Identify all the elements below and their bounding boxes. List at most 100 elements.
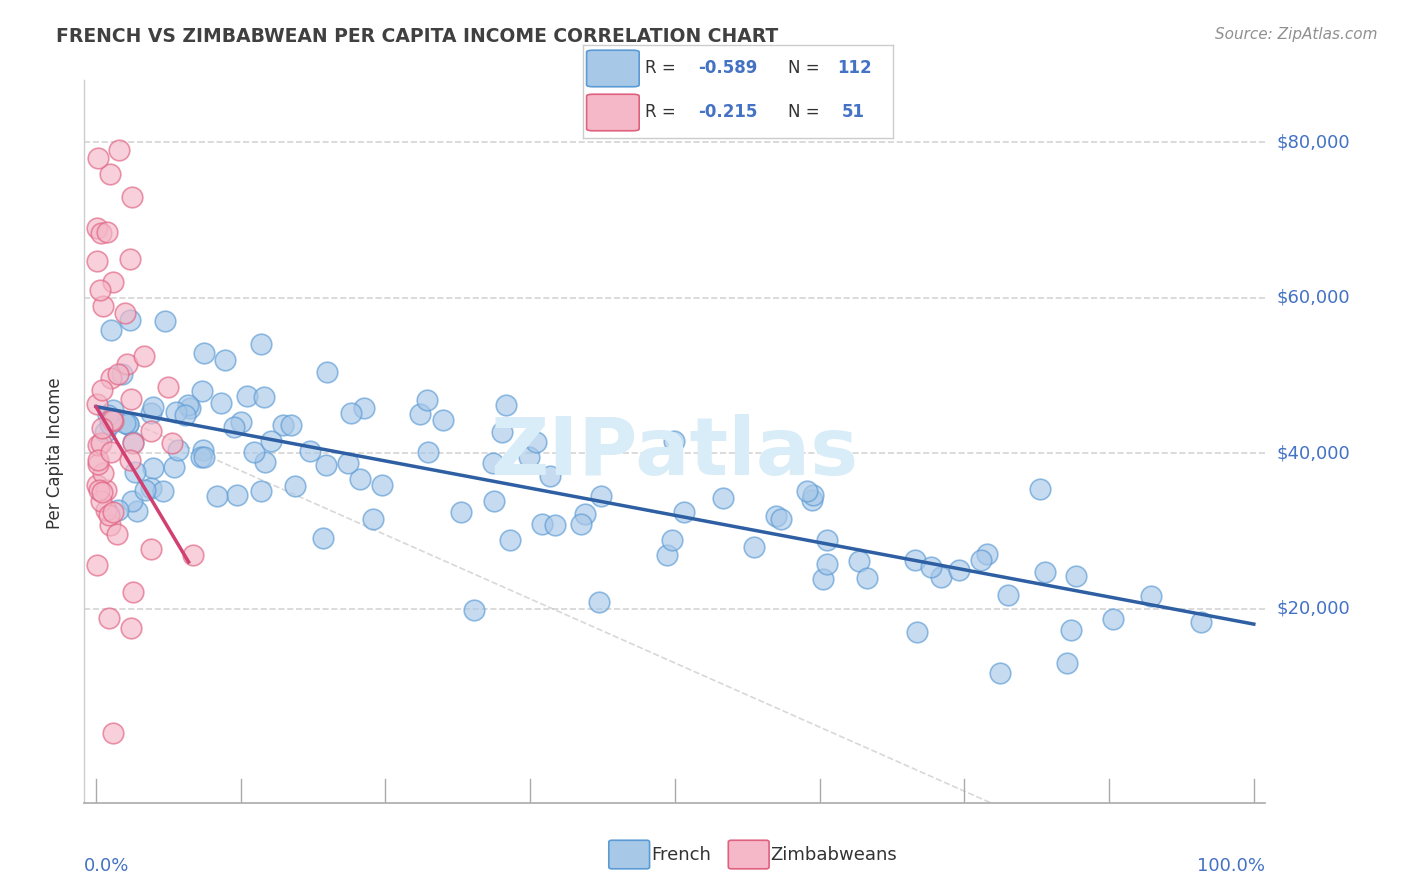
Point [482,493,505,508]
Point [349,472,371,486]
Text: $60,000: $60,000 [1277,289,1351,307]
Point [769,511,792,525]
Text: Per Capita Income: Per Capita Income [46,377,65,529]
Point [152,484,174,499]
Point [191,443,214,458]
Text: Source: ZipAtlas.com: Source: ZipAtlas.com [1215,27,1378,42]
Point [271,417,294,432]
Point [231,415,253,429]
Point [1028,482,1050,496]
Point [226,488,249,502]
Point [86,397,108,411]
Point [177,398,200,412]
Point [948,563,970,577]
Point [181,548,204,562]
Text: R =: R = [645,103,682,120]
Point [815,533,838,547]
Text: Zimbabweans: Zimbabweans [770,846,897,863]
Point [1033,565,1056,579]
Point [990,666,1012,681]
Point [337,456,360,470]
Point [538,468,561,483]
Point [711,491,734,506]
Text: N =: N = [787,60,824,78]
Point [976,547,998,561]
Point [108,143,131,157]
Point [193,450,215,465]
Point [920,560,942,574]
Point [409,407,432,421]
Point [114,417,136,431]
Text: 0.0%: 0.0% [84,857,129,875]
Point [101,414,124,428]
Text: French: French [651,846,711,863]
Point [107,368,129,382]
Point [87,438,110,452]
Point [1056,656,1078,670]
Point [371,477,394,491]
Point [662,434,685,448]
Point [316,365,339,379]
Text: 100.0%: 100.0% [1198,857,1265,875]
Point [101,505,124,519]
Point [655,548,678,562]
Point [91,299,114,313]
Text: 112: 112 [837,60,872,78]
Point [801,488,824,502]
Point [114,306,136,320]
Point [86,253,108,268]
Point [98,518,121,533]
Point [526,435,548,450]
Point [222,420,245,434]
Point [250,483,273,498]
Point [969,553,991,567]
Point [120,621,142,635]
Point [243,444,266,458]
Point [127,504,149,518]
Text: $40,000: $40,000 [1277,444,1351,462]
Point [299,443,322,458]
Text: FRENCH VS ZIMBABWEAN PER CAPITA INCOME CORRELATION CHART: FRENCH VS ZIMBABWEAN PER CAPITA INCOME C… [56,27,779,45]
Point [103,275,125,289]
Point [98,417,121,431]
Point [190,450,212,464]
Text: $20,000: $20,000 [1277,599,1351,617]
Point [284,479,307,493]
Text: $80,000: $80,000 [1277,134,1351,152]
Point [160,436,183,450]
Point [117,417,139,432]
Point [250,337,273,351]
Point [1064,568,1087,582]
Point [100,371,122,385]
Point [96,503,118,517]
Point [179,401,201,416]
Point [661,533,683,548]
Point [142,461,165,475]
Point [193,346,215,360]
Point [765,509,787,524]
Point [205,489,228,503]
Point [463,603,485,617]
Point [101,403,124,417]
Point [120,252,142,266]
Point [120,312,142,326]
Point [796,484,818,499]
Point [121,434,143,449]
Point [544,518,567,533]
Point [450,505,472,519]
Point [86,558,108,572]
Text: R =: R = [645,60,682,78]
Point [105,527,128,541]
Point [856,571,879,585]
Point [90,383,112,397]
Point [121,436,143,450]
Point [118,453,141,467]
Point [530,517,553,532]
FancyBboxPatch shape [586,50,640,87]
Point [124,465,146,479]
Point [415,393,437,408]
Point [98,508,121,522]
Point [209,395,232,409]
Point [115,357,138,371]
Point [517,450,540,464]
